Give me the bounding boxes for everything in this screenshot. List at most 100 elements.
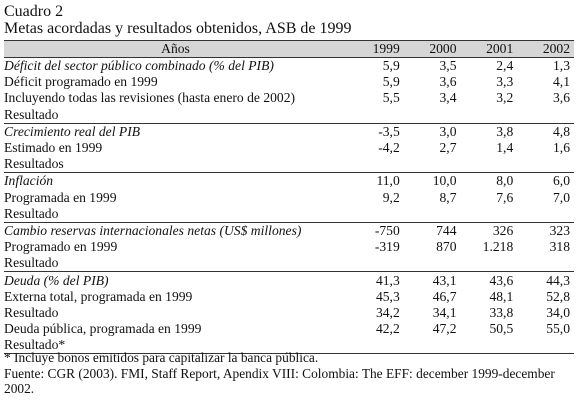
cell-value: 50,5	[489, 321, 514, 337]
cell-value: 3,2	[496, 90, 514, 106]
table-caption-number: Cuadro 2	[4, 3, 64, 20]
table-title: Metas acordadas y resultados obtenidos, …	[4, 20, 352, 37]
cell-value: 41,3	[347, 271, 404, 289]
cell-value: 3,8	[460, 122, 518, 140]
table-row: Resultado 34,2 34,1 33,8 34,0	[4, 305, 574, 321]
row-label: Resultado	[4, 106, 59, 122]
table-row: Déficit programado en 1999 5,9 3,6 3,3 4…	[4, 74, 574, 90]
cell-value: 326	[460, 221, 518, 240]
cell-value: 744	[403, 221, 461, 240]
cell-value: 1,6	[553, 140, 570, 156]
cell-value: 8,7	[439, 189, 457, 205]
cell-value	[404, 107, 461, 124]
table-row: Estimado en 1999 -4,2 2,7 1,4 1,6	[4, 140, 574, 156]
table-row: Crecimiento real del PIB -3,5 3,0 3,8 4,…	[4, 122, 574, 140]
cell-value: 43,6	[460, 271, 518, 289]
row-label: Resultado	[4, 205, 59, 221]
cell-value: 9,2	[382, 189, 400, 205]
cell-value: 3,5	[439, 58, 457, 74]
cell-value: 6,0	[517, 172, 574, 190]
table-footnote: * Incluye bonos emitidos para capitaliza…	[4, 350, 319, 365]
row-label: Programado en 1999	[4, 239, 118, 255]
cell-value: 7,0	[553, 189, 570, 205]
cell-value: 4,8	[517, 122, 574, 140]
row-label: Déficit del sector público combinado (% …	[4, 58, 274, 74]
cell-value	[347, 107, 404, 124]
cell-value	[517, 206, 574, 223]
row-label: Estimado en 1999	[4, 140, 103, 156]
cell-value: 11,0	[347, 172, 404, 190]
cell-value: -4,2	[378, 140, 400, 156]
cell-value: 2,7	[439, 140, 457, 156]
cell-value: 3,4	[439, 90, 457, 106]
cell-value	[404, 206, 461, 223]
cell-value: 2,4	[496, 58, 514, 74]
header-year: 2002	[517, 40, 574, 58]
cell-value: 47,2	[432, 321, 457, 337]
cell-value: 55,0	[546, 321, 570, 337]
cell-value	[461, 107, 518, 124]
cell-value	[347, 206, 404, 223]
table-row: Deuda pública, programada en 1999 42,2 4…	[4, 321, 574, 337]
cell-value: 1,3	[553, 58, 570, 74]
table-row: Resultados	[4, 156, 574, 173]
table-row: Resultado*	[4, 337, 574, 355]
table-row: Resultado	[4, 206, 574, 223]
cell-value: 43,1	[403, 271, 461, 289]
cell-value	[461, 156, 518, 173]
cell-value	[404, 255, 461, 272]
cell-value: 318	[549, 239, 570, 255]
cell-value: 10,0	[403, 172, 461, 190]
cell-value: 34,0	[546, 304, 570, 320]
cell-value	[517, 255, 574, 272]
table-row: Resultado	[4, 255, 574, 272]
row-label: Resultado	[4, 255, 59, 271]
row-label: Deuda pública, programada en 1999	[4, 321, 202, 337]
table-row: Inflación 11,0 10,0 8,0 6,0	[4, 172, 574, 190]
cell-value	[347, 337, 404, 355]
row-label: Resultado	[4, 304, 59, 320]
table-header-row: Años 1999 2000 2001 2002	[4, 40, 574, 58]
table-row: Resultado	[4, 107, 574, 124]
table-row: Déficit del sector público combinado (% …	[4, 58, 574, 75]
table-row: Cambio reservas internacionales netas (U…	[4, 221, 574, 240]
cell-value: -3,5	[347, 122, 404, 140]
table-row: Deuda (% del PIB) 41,3 43,1 43,6 44,3	[4, 271, 574, 289]
row-label: Incluyendo todas las revisiones (hasta e…	[4, 90, 296, 106]
cell-value: 42,2	[375, 321, 400, 337]
cell-value: -750	[347, 221, 404, 240]
row-label: Deuda (% del PIB)	[4, 271, 347, 289]
row-label: Crecimiento real del PIB	[4, 122, 347, 140]
cell-value: 8,0	[460, 172, 518, 190]
cell-value	[517, 107, 574, 124]
cell-value	[460, 337, 518, 355]
cell-value	[461, 255, 518, 272]
cell-value	[461, 206, 518, 223]
cell-value: 3,3	[496, 74, 514, 90]
cell-value: 5,5	[382, 90, 400, 106]
cell-value: 34,2	[375, 304, 400, 320]
row-label: Resultados	[4, 156, 64, 172]
header-year: 1999	[347, 40, 404, 58]
cell-value: 34,1	[432, 304, 457, 320]
cell-value	[347, 255, 404, 272]
cell-value: 5,9	[382, 58, 400, 74]
cell-value: 323	[517, 221, 574, 240]
header-label: Años	[4, 40, 347, 58]
cell-value: 3,6	[439, 74, 457, 90]
cell-value: 5,9	[382, 74, 400, 90]
cell-value: 3,6	[553, 90, 570, 106]
cell-value: 46,7	[432, 288, 457, 304]
cell-value	[517, 156, 574, 173]
cell-value	[347, 156, 404, 173]
header-year: 2001	[460, 40, 518, 58]
cell-value: 870	[436, 239, 457, 255]
cell-value: 1.218	[482, 239, 514, 255]
cell-value: 7,6	[496, 189, 514, 205]
header-year: 2000	[403, 40, 461, 58]
cell-value: -319	[374, 239, 400, 255]
cell-value: 45,3	[375, 288, 400, 304]
row-label: Programada en 1999	[4, 189, 117, 205]
table-source: Fuente: CGR (2003). FMI, Staff Report, A…	[4, 366, 555, 396]
table-row: Incluyendo todas las revisiones (hasta e…	[4, 90, 574, 106]
